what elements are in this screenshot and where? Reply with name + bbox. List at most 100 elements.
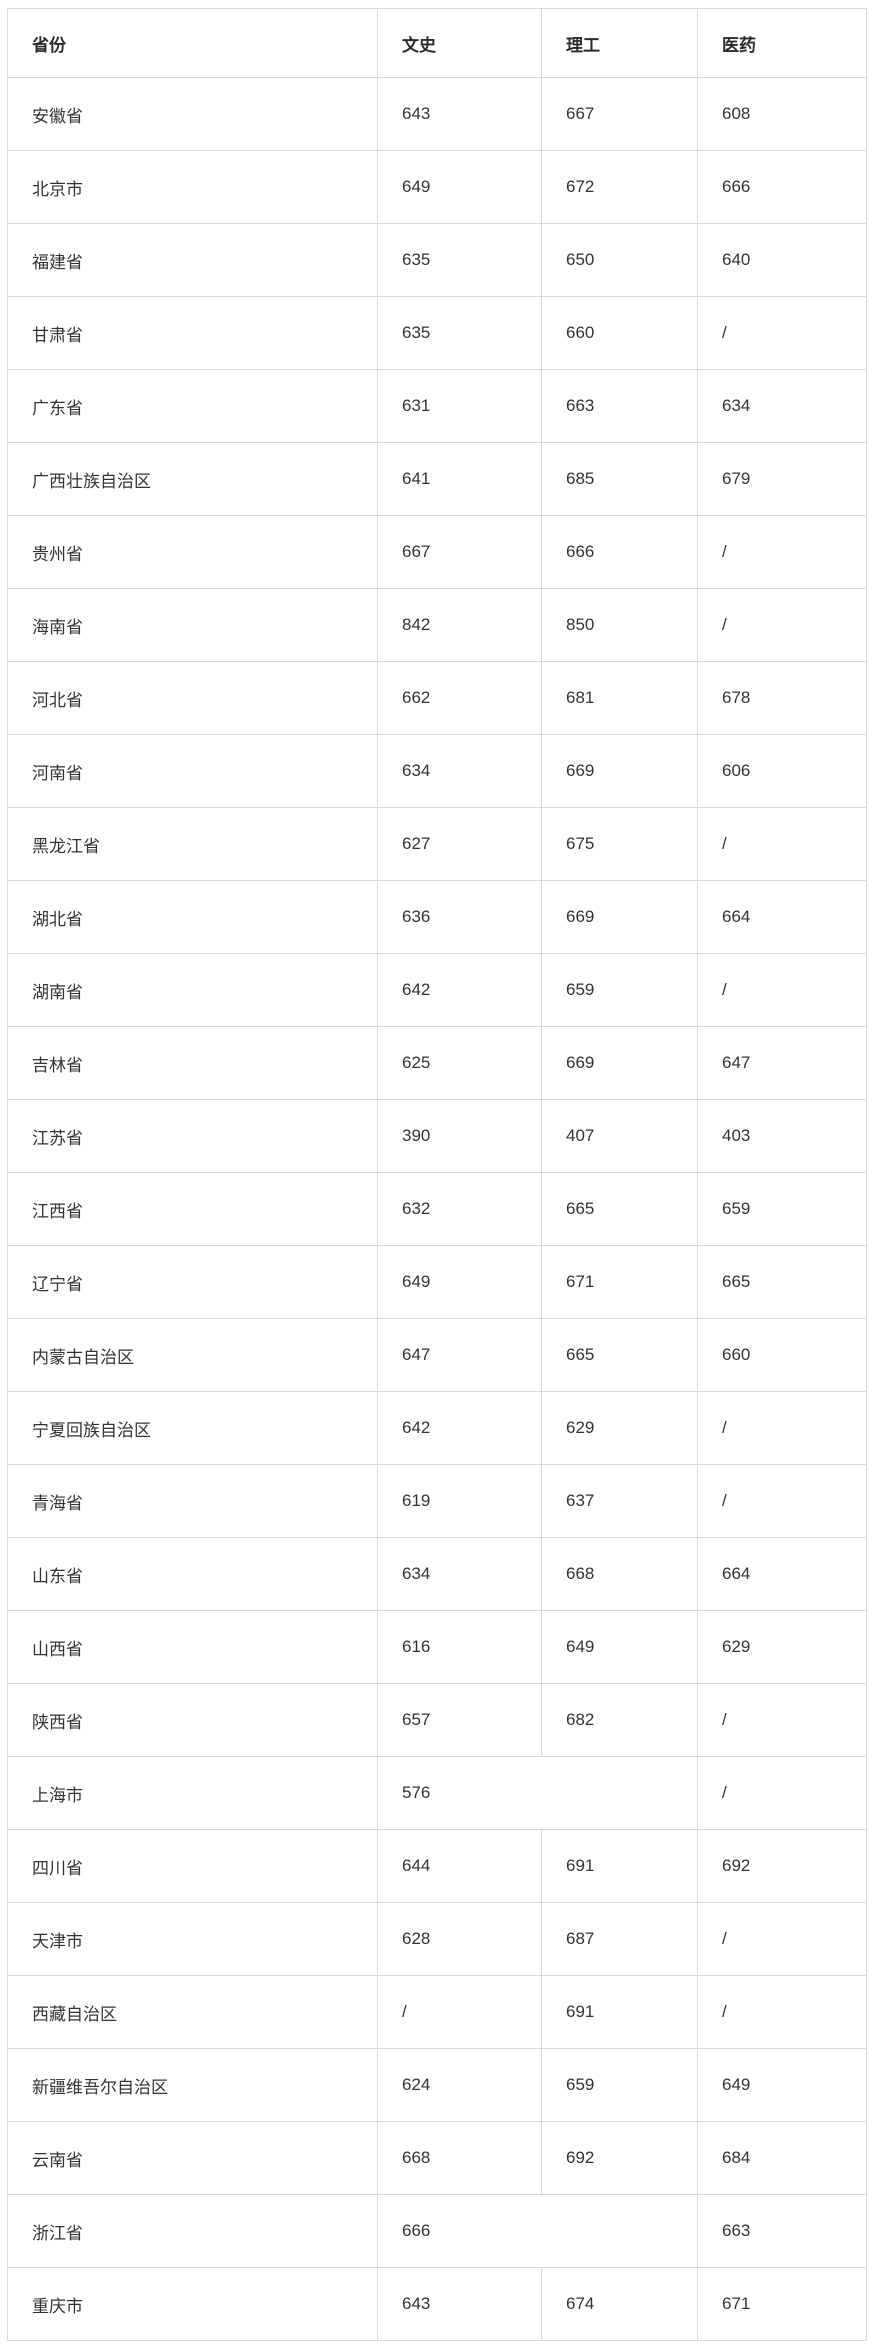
- province-cell: 湖北省: [7, 880, 378, 954]
- table-body: 安徽省 643 667 608 北京市 649 672 666 福建省 635 650 640 甘肃省 6…: [7, 77, 867, 2341]
- table-row: 贵州省 667 666/: [7, 515, 867, 589]
- score-cell: /: [697, 1902, 867, 1976]
- score-cell: 666: [697, 150, 867, 224]
- province-cell: 四川省: [7, 1829, 378, 1903]
- table-row: 四川省 644 691 692: [7, 1829, 867, 1903]
- score-cell: 671: [697, 2267, 867, 2341]
- score-cell: 619: [377, 1464, 542, 1538]
- table-row: 山东省 634 668 664: [7, 1537, 867, 1611]
- table-row: 浙江省 666 663: [7, 2194, 867, 2268]
- score-cell: 390: [377, 1099, 542, 1173]
- province-cell: 山西省: [7, 1610, 378, 1684]
- score-cell: 659: [541, 2048, 698, 2122]
- score-cell: 681: [541, 661, 698, 735]
- province-cell: 陕西省: [7, 1683, 378, 1757]
- score-cell: 679: [697, 442, 867, 516]
- score-cell: 608: [697, 77, 867, 151]
- table-row: 陕西省 657 682/: [7, 1683, 867, 1757]
- table-row: 云南省 668 692 684: [7, 2121, 867, 2195]
- score-cell: 663: [541, 369, 698, 443]
- score-cell: 635: [377, 223, 542, 297]
- table-row: 吉林省 625 669 647: [7, 1026, 867, 1100]
- province-cell: 宁夏回族自治区: [7, 1391, 378, 1465]
- province-cell: 云南省: [7, 2121, 378, 2195]
- col-header-ligong: 理工: [541, 8, 698, 78]
- score-cell: 636: [377, 880, 542, 954]
- province-cell: 湖南省: [7, 953, 378, 1027]
- table-row: 山西省 616 649 629: [7, 1610, 867, 1684]
- table-row: 天津市 628 687/: [7, 1902, 867, 1976]
- province-cell: 吉林省: [7, 1026, 378, 1100]
- score-cell: 634: [697, 369, 867, 443]
- table-row: 河南省 634 669 606: [7, 734, 867, 808]
- province-cell: 甘肃省: [7, 296, 378, 370]
- score-cell: 665: [541, 1318, 698, 1392]
- header-row: 省份 文史 理工 医药: [7, 8, 867, 78]
- score-cell: 647: [697, 1026, 867, 1100]
- col-header-province: 省份: [7, 8, 378, 78]
- province-cell: 新疆维吾尔自治区: [7, 2048, 378, 2122]
- table-row: 重庆市 643 674 671: [7, 2267, 867, 2341]
- score-cell: 691: [541, 1829, 698, 1903]
- province-cell: 福建省: [7, 223, 378, 297]
- score-cell: 629: [541, 1391, 698, 1465]
- score-cell: 642: [377, 1391, 542, 1465]
- score-cell: 616: [377, 1610, 542, 1684]
- province-cell: 江西省: [7, 1172, 378, 1246]
- table-row: 广东省 631 663 634: [7, 369, 867, 443]
- table-row: 辽宁省 649 671 665: [7, 1245, 867, 1319]
- score-cell: 666: [377, 2194, 698, 2268]
- score-cell: 668: [541, 1537, 698, 1611]
- province-cell: 天津市: [7, 1902, 378, 1976]
- province-cell: 北京市: [7, 150, 378, 224]
- province-cell: 江苏省: [7, 1099, 378, 1173]
- score-cell: 668: [377, 2121, 542, 2195]
- province-cell: 海南省: [7, 588, 378, 662]
- score-cell: /: [697, 515, 867, 589]
- score-cell: 643: [377, 2267, 542, 2341]
- score-cell: 644: [377, 1829, 542, 1903]
- score-cell: 684: [697, 2121, 867, 2195]
- score-cell: 675: [541, 807, 698, 881]
- score-cell: /: [697, 296, 867, 370]
- table-row: 黑龙江省 627 675/: [7, 807, 867, 881]
- score-cell: 850: [541, 588, 698, 662]
- score-cell: 662: [377, 661, 542, 735]
- score-cell: 631: [377, 369, 542, 443]
- score-cell: 657: [377, 1683, 542, 1757]
- table-row: 北京市 649 672 666: [7, 150, 867, 224]
- province-cell: 黑龙江省: [7, 807, 378, 881]
- table-row: 湖南省 642 659/: [7, 953, 867, 1027]
- province-cell: 广东省: [7, 369, 378, 443]
- score-cell: /: [697, 953, 867, 1027]
- table-row: 江苏省 390 407 403: [7, 1099, 867, 1173]
- score-cell: /: [697, 588, 867, 662]
- score-cell: 628: [377, 1902, 542, 1976]
- table-row: 江西省 632 665 659: [7, 1172, 867, 1246]
- score-cell: 667: [541, 77, 698, 151]
- score-cell: 842: [377, 588, 542, 662]
- score-cell: 627: [377, 807, 542, 881]
- score-cell: /: [697, 1975, 867, 2049]
- table-row: 新疆维吾尔自治区 624 659 649: [7, 2048, 867, 2122]
- province-cell: 贵州省: [7, 515, 378, 589]
- score-cell: 665: [697, 1245, 867, 1319]
- score-cell: 669: [541, 734, 698, 808]
- province-cell: 重庆市: [7, 2267, 378, 2341]
- score-cell: 642: [377, 953, 542, 1027]
- score-cell: 576: [377, 1756, 698, 1830]
- province-cell: 上海市: [7, 1756, 378, 1830]
- score-cell: /: [697, 807, 867, 881]
- score-cell: 634: [377, 734, 542, 808]
- score-cell: 678: [697, 661, 867, 735]
- score-cell: 660: [697, 1318, 867, 1392]
- score-cell: 632: [377, 1172, 542, 1246]
- score-cell: 685: [541, 442, 698, 516]
- score-cell: 634: [377, 1537, 542, 1611]
- score-cell: 649: [697, 2048, 867, 2122]
- score-cell: 687: [541, 1902, 698, 1976]
- table-row: 广西壮族自治区 641 685 679: [7, 442, 867, 516]
- province-cell: 河南省: [7, 734, 378, 808]
- score-cell: /: [697, 1464, 867, 1538]
